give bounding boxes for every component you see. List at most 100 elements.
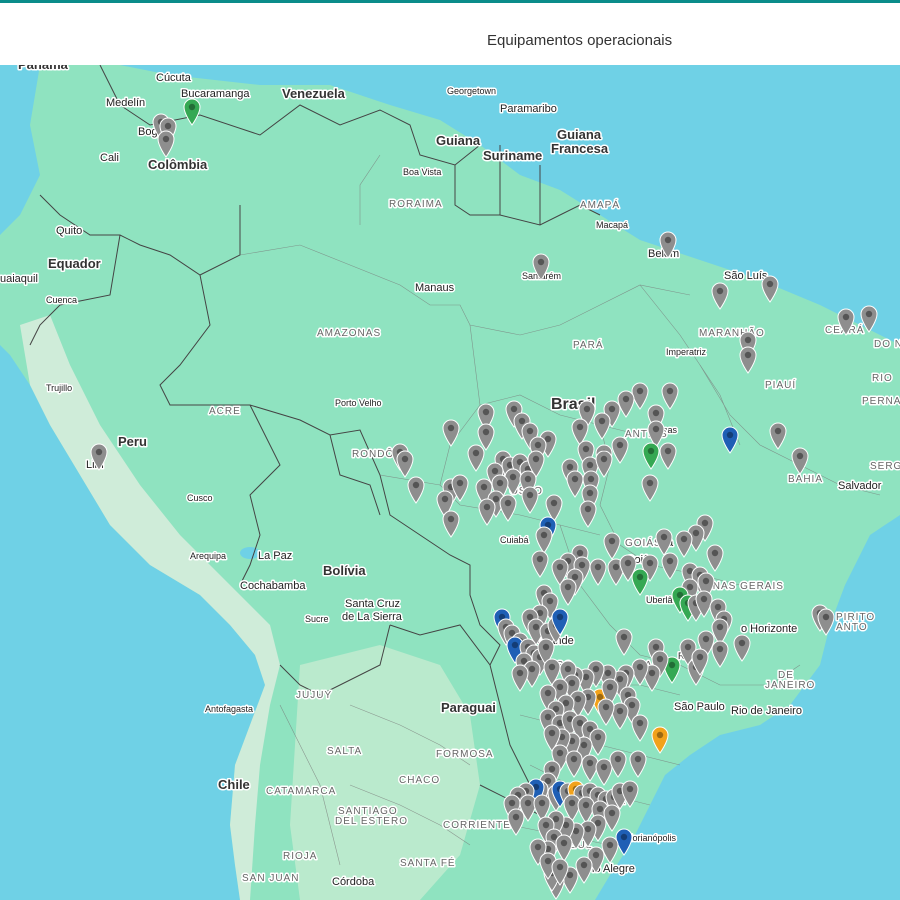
map-marker-gray[interactable] (545, 494, 563, 522)
map-marker-gray[interactable] (631, 658, 649, 686)
map-marker-green[interactable] (642, 442, 660, 470)
city-porto-alegre: io Alegre (592, 863, 635, 875)
map-marker-gray[interactable] (499, 494, 517, 522)
map-marker-gray[interactable] (629, 750, 647, 778)
map-marker-gray[interactable] (90, 443, 108, 471)
map-marker-gray[interactable] (565, 750, 583, 778)
map-marker-gray[interactable] (631, 714, 649, 742)
map-marker-gray[interactable] (407, 476, 425, 504)
map-marker-green[interactable] (663, 656, 681, 684)
label-colombia: Colômbia (148, 157, 208, 172)
map-marker-gray[interactable] (659, 231, 677, 259)
map-marker-gray[interactable] (535, 526, 553, 554)
map-marker-gray[interactable] (531, 550, 549, 578)
svg-text:SERG: SERG (870, 461, 900, 472)
map-marker-gray[interactable] (761, 275, 779, 303)
map-marker-gray[interactable] (611, 702, 629, 730)
map-marker-gray[interactable] (566, 470, 584, 498)
map-marker-gray[interactable] (575, 856, 593, 884)
map-marker-green[interactable] (183, 98, 201, 126)
map-marker-gray[interactable] (543, 724, 561, 752)
svg-text:SANTIAGO: SANTIAGO (338, 806, 398, 817)
map-marker-gray[interactable] (711, 618, 729, 646)
map-marker-gray[interactable] (601, 836, 619, 864)
map-marker-gray[interactable] (478, 498, 496, 526)
map-marker-gray[interactable] (631, 382, 649, 410)
map-marker-blue[interactable] (615, 828, 633, 856)
map-marker-gray[interactable] (641, 474, 659, 502)
map-marker-gray[interactable] (467, 444, 485, 472)
map-marker-gray[interactable] (507, 808, 525, 836)
map-marker-gray[interactable] (595, 450, 613, 478)
map-marker-gray[interactable] (661, 552, 679, 580)
map-marker-gray[interactable] (675, 530, 693, 558)
map-marker-gray[interactable] (603, 804, 621, 832)
map-marker-gray[interactable] (621, 780, 639, 808)
map-marker-gray[interactable] (817, 608, 835, 636)
map-marker-gray[interactable] (860, 305, 878, 333)
map-marker-gray[interactable] (706, 544, 724, 572)
map-marker-gray[interactable] (791, 447, 809, 475)
map-marker-blue[interactable] (721, 426, 739, 454)
map-marker-gray[interactable] (597, 698, 615, 726)
map-marker-gray[interactable] (451, 474, 469, 502)
map-marker-gray[interactable] (615, 628, 633, 656)
map-marker-gray[interactable] (527, 450, 545, 478)
map-marker-gray[interactable] (577, 796, 595, 824)
map-marker-gray[interactable] (659, 442, 677, 470)
map-marker-gray[interactable] (511, 664, 529, 692)
map-marker-gray[interactable] (555, 834, 573, 862)
map-marker-green[interactable] (631, 568, 649, 596)
svg-text:RONDÔN: RONDÔN (352, 447, 402, 460)
map-marker-gray[interactable] (617, 390, 635, 418)
svg-text:ANTO: ANTO (836, 622, 868, 633)
map-marker-gray[interactable] (396, 450, 414, 478)
map-marker-gray[interactable] (655, 528, 673, 556)
map-marker-gray[interactable] (589, 728, 607, 756)
map-marker-gray[interactable] (436, 490, 454, 518)
svg-text:BAHIA: BAHIA (788, 474, 823, 485)
map-canvas[interactable]: Panamá Venezuela Guiana Suriname Guiana … (0, 65, 900, 900)
map-marker-gray[interactable] (533, 794, 551, 822)
map-marker-gray[interactable] (521, 486, 539, 514)
map-marker-gray[interactable] (157, 130, 175, 158)
map-marker-gray[interactable] (537, 638, 555, 666)
map-marker-gray[interactable] (611, 436, 629, 464)
map-marker-gray[interactable] (563, 794, 581, 822)
label-venezuela: Venezuela (282, 86, 346, 101)
map-marker-gray[interactable] (543, 658, 561, 686)
map-marker-gray[interactable] (647, 420, 665, 448)
map-marker-gray[interactable] (593, 412, 611, 440)
map-marker-gray[interactable] (532, 253, 550, 281)
map-marker-gray[interactable] (769, 422, 787, 450)
map-marker-gray[interactable] (477, 403, 495, 431)
map-marker-gray[interactable] (579, 820, 597, 848)
map-marker-gray[interactable] (595, 758, 613, 786)
map-marker-gray[interactable] (733, 634, 751, 662)
map-marker-gray[interactable] (661, 382, 679, 410)
map-marker-gray[interactable] (569, 690, 587, 718)
map-marker-orange[interactable] (651, 726, 669, 754)
map-marker-gray[interactable] (603, 532, 621, 560)
map-marker-gray[interactable] (571, 418, 589, 446)
map-view[interactable]: Panamá Venezuela Guiana Suriname Guiana … (0, 65, 900, 900)
map-marker-gray[interactable] (579, 500, 597, 528)
map-marker-gray[interactable] (711, 282, 729, 310)
map-marker-blue[interactable] (551, 608, 569, 636)
map-marker-gray[interactable] (695, 590, 713, 618)
map-marker-gray[interactable] (837, 308, 855, 336)
map-marker-gray[interactable] (477, 423, 495, 451)
map-marker-gray[interactable] (504, 468, 522, 496)
map-marker-gray[interactable] (442, 419, 460, 447)
map-marker-gray[interactable] (711, 640, 729, 668)
map-marker-gray[interactable] (551, 858, 569, 886)
map-marker-gray[interactable] (739, 346, 757, 374)
map-marker-gray[interactable] (551, 558, 569, 586)
map-marker-gray[interactable] (691, 648, 709, 676)
map-marker-gray[interactable] (442, 510, 460, 538)
map-marker-gray[interactable] (609, 750, 627, 778)
map-marker-gray[interactable] (581, 754, 599, 782)
map-marker-gray[interactable] (643, 664, 661, 692)
map-marker-gray[interactable] (589, 558, 607, 586)
map-marker-gray[interactable] (559, 578, 577, 606)
